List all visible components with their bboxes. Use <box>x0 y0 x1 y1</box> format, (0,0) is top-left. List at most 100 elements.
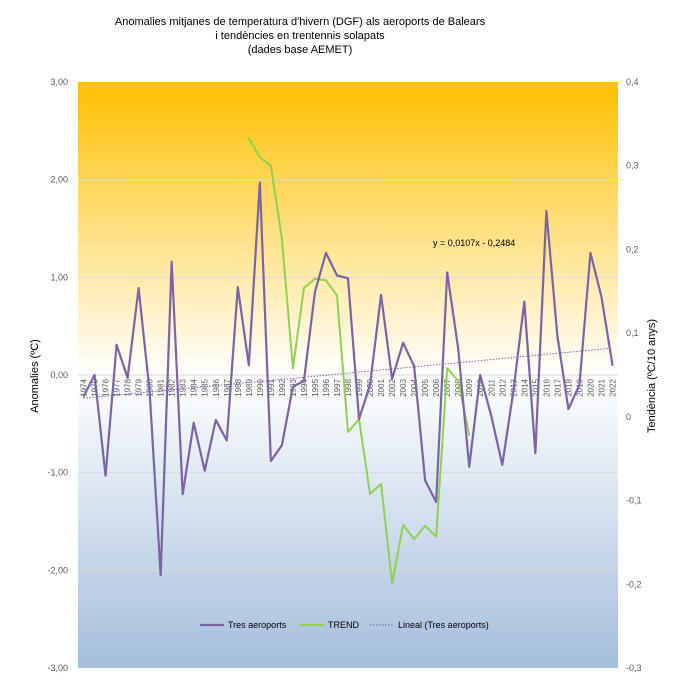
x-tick-label: 2009 <box>465 378 474 396</box>
tres-aeroports-point <box>446 271 448 274</box>
tres-aeroports-point <box>259 181 261 184</box>
tres-aeroports-point <box>545 210 548 212</box>
x-tick-label: 1991 <box>267 378 276 396</box>
x-tick-label: 2004 <box>410 378 419 396</box>
trend-point <box>303 287 305 289</box>
x-tick-label: 1989 <box>245 378 254 396</box>
x-tick-label: 2010 <box>476 378 485 396</box>
tres-aeroports-point <box>578 383 581 386</box>
x-tick-label: 1977 <box>113 378 122 396</box>
chart-title: Anomalies mitjanes de temperatura d'hive… <box>115 16 486 56</box>
x-tick-label: 2001 <box>377 378 386 396</box>
trend-point <box>259 156 261 159</box>
legend-label-lineal: Lineal (Tres aeroports) <box>398 620 489 630</box>
tres-aeroports-point <box>104 474 107 477</box>
x-tick-label: 2020 <box>586 378 595 396</box>
x-tick-label: 1998 <box>344 378 353 396</box>
x-tick-label: 1999 <box>355 378 364 396</box>
x-tick-label: 1997 <box>333 378 342 396</box>
axis-labels: Anomalies (ºC) Tendència (ºC/10 anys) <box>29 319 658 433</box>
left-tick-label: -3,00 <box>47 663 68 673</box>
tres-aeroports-point <box>534 452 537 454</box>
tres-aeroports-point <box>556 335 559 337</box>
right-tick-label: 0,4 <box>626 77 639 87</box>
x-tick-label: 2011 <box>487 378 496 396</box>
x-tick-label: 1986 <box>212 378 221 396</box>
tres-aeroports-point <box>303 380 305 382</box>
tres-aeroports-point <box>512 390 515 393</box>
x-tick-label: 2007 <box>443 378 452 396</box>
x-tick-label: 2002 <box>388 378 397 396</box>
x-axis-ticks: 1974 1975 1976 1977 1978 1979 1980 1981 1982 1983… <box>80 378 618 396</box>
x-tick-label: 2012 <box>498 378 507 396</box>
right-tick-label: -0,1 <box>626 496 642 506</box>
x-tick-label: 1983 <box>179 378 188 396</box>
tres-aeroports-point <box>159 574 162 577</box>
title-line: i tendències en trentennis solapats <box>215 30 385 42</box>
trend-point <box>457 380 460 382</box>
tres-aeroports-point <box>314 291 316 293</box>
tres-aeroports-point <box>468 466 471 468</box>
trend-point <box>380 483 382 485</box>
legend-label-tres-aeroports: Tres aeroports <box>228 620 287 630</box>
x-tick-label: 2018 <box>564 378 573 396</box>
tres-aeroports-point <box>325 252 327 254</box>
left-axis-ticks: 3,00 2,00 1,00 0,00 -1,00 -2,00 -3,00 <box>47 77 68 673</box>
x-tick-label: 1982 <box>168 378 177 396</box>
trend-point <box>424 524 426 527</box>
x-tick-label: 1974 <box>80 378 89 396</box>
x-tick-label: 2019 <box>575 378 584 396</box>
left-tick-label: 3,00 <box>50 77 68 87</box>
x-tick-label: 1987 <box>223 378 232 396</box>
tres-aeroports-point <box>336 274 338 277</box>
x-tick-label: 1978 <box>124 378 133 396</box>
x-tick-label: 1979 <box>135 378 144 396</box>
left-tick-label: -1,00 <box>47 468 68 478</box>
x-tick-label: 1995 <box>311 378 320 396</box>
right-tick-label: 0,2 <box>626 244 639 254</box>
tres-aeroports-point <box>203 469 206 472</box>
tres-aeroports-point <box>126 377 129 379</box>
tres-aeroports-point <box>93 374 96 376</box>
title-line: (dades base AEMET) <box>248 44 353 56</box>
tres-aeroports-point <box>369 383 371 386</box>
trend-point <box>391 582 393 585</box>
tres-aeroports-point <box>424 479 426 482</box>
tres-aeroports-point <box>270 460 272 462</box>
right-tick-label: -0,2 <box>626 579 642 589</box>
x-tick-label: 1996 <box>322 378 331 396</box>
tres-aeroports-point <box>435 501 437 503</box>
trend-point <box>292 367 294 370</box>
tres-aeroports-point <box>457 347 460 350</box>
annotations: y = 0,0107x - 0,2484 <box>433 238 515 248</box>
x-tick-label: 2015 <box>531 378 540 396</box>
trend-point <box>402 524 404 526</box>
tres-aeroports-point <box>148 390 151 393</box>
right-tick-label: 0 <box>626 412 631 422</box>
left-tick-label: 0,00 <box>50 370 68 380</box>
legend-label-trend: TREND <box>328 620 359 630</box>
tres-aeroports-point <box>281 444 283 447</box>
trendline-equation: y = 0,0107x - 0,2484 <box>433 238 515 248</box>
y-axis-left-label: Anomalies (ºC) <box>29 339 41 413</box>
series-layer <box>82 137 614 585</box>
trend-point <box>281 237 283 240</box>
right-tick-label: 0,1 <box>626 328 639 338</box>
trend-point <box>325 279 327 282</box>
tres-aeroports-point <box>479 374 482 376</box>
left-tick-label: 1,00 <box>50 272 68 282</box>
trend-point <box>347 431 349 433</box>
legend: Tres aeroports TREND Lineal (Tres aeroport… <box>200 620 489 630</box>
tres-aeroports-point <box>380 294 382 296</box>
trend-point <box>336 294 338 297</box>
tres-aeroports-point <box>589 252 592 254</box>
right-axis-ticks: 0,4 0,3 0,2 0,1 0 -0,1 -0,2 -0,3 <box>626 77 642 673</box>
tres-aeroports-point <box>391 378 393 380</box>
x-tick-label: 2017 <box>553 378 562 396</box>
left-tick-label: -2,00 <box>47 565 68 575</box>
x-tick-label: 2005 <box>421 378 430 396</box>
x-tick-label: 1981 <box>157 378 166 396</box>
tres-aeroports-point <box>501 464 504 466</box>
